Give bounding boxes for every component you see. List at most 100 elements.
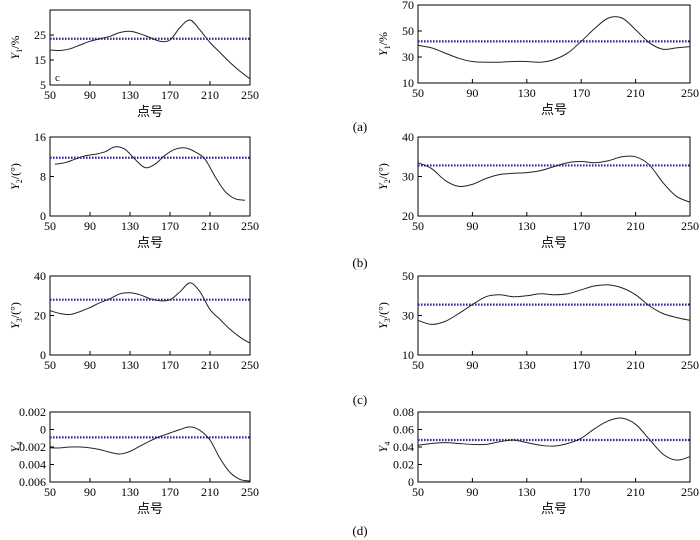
x-tick-label: 170 [572, 358, 590, 372]
y-tick-label: 5 [40, 78, 46, 92]
x-tick-label: 210 [201, 219, 219, 233]
chart-a-left: 50 90 130 170 210 250 5 15 25 点号 Y1/% c [8, 9, 259, 119]
y-axis-label: Y4 [376, 442, 392, 453]
x-tick-label: 170 [572, 86, 590, 100]
x-tick-label: 90 [466, 219, 478, 233]
y-tick-label: 10 [402, 348, 414, 362]
y-axis-label: Y3/(°) [8, 302, 24, 329]
chart-c-right: 50 90 130 170 210 250 10 30 50 Y3/(°) [376, 269, 699, 372]
row-label: (b) [352, 255, 367, 270]
x-tick-label: 130 [518, 219, 536, 233]
series-line [49, 282, 251, 344]
y-tick-label: 0.04 [393, 440, 414, 454]
x-tick-label: 90 [84, 88, 96, 102]
x-tick-label: 210 [627, 86, 645, 100]
y-tick-label: 0 [408, 475, 414, 489]
x-tick-label: 130 [121, 88, 139, 102]
y-tick-label: 30 [402, 309, 414, 323]
y-tick-label: 16 [34, 130, 46, 144]
x-tick-label: 90 [466, 485, 478, 499]
x-tick-label: 130 [121, 358, 139, 372]
series-line [417, 155, 691, 203]
x-axis-label: 点号 [541, 102, 567, 117]
y-tick-label: 20 [34, 309, 46, 323]
x-tick-label: 170 [572, 485, 590, 499]
x-tick-label: 130 [518, 86, 536, 100]
x-tick-label: 90 [466, 358, 478, 372]
x-tick-label: 170 [161, 88, 179, 102]
y-tick-label: 0.06 [393, 423, 414, 437]
x-tick-label: 210 [201, 485, 219, 499]
plot-frame [49, 136, 251, 217]
x-tick-label: 250 [681, 358, 699, 372]
x-tick-label: 210 [627, 485, 645, 499]
y-tick-label: 0.006 [19, 475, 46, 489]
x-tick-label: 210 [627, 358, 645, 372]
y-tick-label: 70 [402, 0, 414, 12]
y-tick-label: 30 [402, 50, 414, 64]
row-label: (a) [353, 119, 367, 134]
plot-frame [49, 275, 251, 356]
y-tick-label: 30 [402, 170, 414, 184]
y-tick-label: 8 [40, 170, 46, 184]
x-tick-label: 250 [681, 219, 699, 233]
x-tick-label: 50 [44, 88, 56, 102]
x-tick-label: 90 [84, 358, 96, 372]
x-tick-label: 170 [161, 219, 179, 233]
y-tick-label: 0.08 [393, 405, 414, 419]
y-axis-label: Y3/(°) [376, 302, 392, 329]
y-tick-label: 25 [34, 28, 46, 42]
x-tick-label: 250 [681, 86, 699, 100]
series-line [54, 146, 246, 201]
y-tick-label: 50 [402, 269, 414, 283]
y-tick-label: 0.002 [19, 440, 46, 454]
chart-b-right: 50 90 130 170 210 250 20 30 40 点号 Y2/(°) [376, 130, 699, 250]
y-tick-label: 0 [40, 348, 46, 362]
x-tick-label: 130 [518, 358, 536, 372]
x-tick-label: 50 [412, 219, 424, 233]
y-axis-label: Y4 [8, 442, 24, 453]
series-line [417, 16, 691, 63]
chart-d-right: 50 90 130 170 210 250 0 0.02 0.04 0.06 0.08 点号 Y4 [376, 405, 699, 516]
y-tick-label: 40 [34, 269, 46, 283]
x-tick-label: 170 [572, 219, 590, 233]
y-tick-label: 0.02 [393, 458, 414, 472]
x-tick-label: 90 [466, 86, 478, 100]
series-line [49, 19, 251, 80]
x-tick-label: 250 [241, 88, 259, 102]
y-axis-label: Y2/(°) [8, 163, 24, 190]
x-tick-label: 210 [627, 219, 645, 233]
plot-frame [417, 275, 691, 356]
panel-annotation: c [55, 72, 60, 84]
x-tick-label: 50 [44, 485, 56, 499]
row-label: (c) [353, 392, 367, 407]
x-tick-label: 250 [681, 485, 699, 499]
chart-b-left: 50 90 130 170 210 250 0 8 16 点号 Y2/(°) [8, 130, 259, 250]
x-axis-label: 点号 [541, 501, 567, 516]
x-tick-label: 170 [161, 358, 179, 372]
row-labels-layer: (a) (b) (c) (d) [352, 119, 367, 538]
x-tick-label: 130 [121, 485, 139, 499]
x-tick-label: 50 [44, 219, 56, 233]
y-tick-label: 15 [34, 53, 46, 67]
y-tick-label: 0.002 [19, 405, 46, 419]
plot-frame [417, 411, 691, 483]
x-tick-label: 210 [201, 358, 219, 372]
series-line [49, 426, 251, 482]
row-label: (d) [352, 523, 367, 538]
plot-frame [417, 136, 691, 217]
x-axis-label: 点号 [137, 104, 163, 119]
y-tick-label: 0.004 [19, 458, 46, 472]
plot-frame [49, 9, 251, 86]
x-tick-label: 250 [241, 358, 259, 372]
x-tick-label: 90 [84, 219, 96, 233]
x-tick-label: 170 [161, 485, 179, 499]
y-axis-label: Y1/% [376, 32, 392, 56]
y-axis-label: Y1/% [8, 35, 24, 59]
x-tick-label: 90 [84, 485, 96, 499]
x-axis-label: 点号 [541, 235, 567, 250]
x-tick-label: 130 [518, 485, 536, 499]
chart-a-right: 50 90 130 170 210 250 10 30 50 70 点号 Y1/% [376, 0, 699, 117]
y-tick-label: 0 [40, 423, 46, 437]
